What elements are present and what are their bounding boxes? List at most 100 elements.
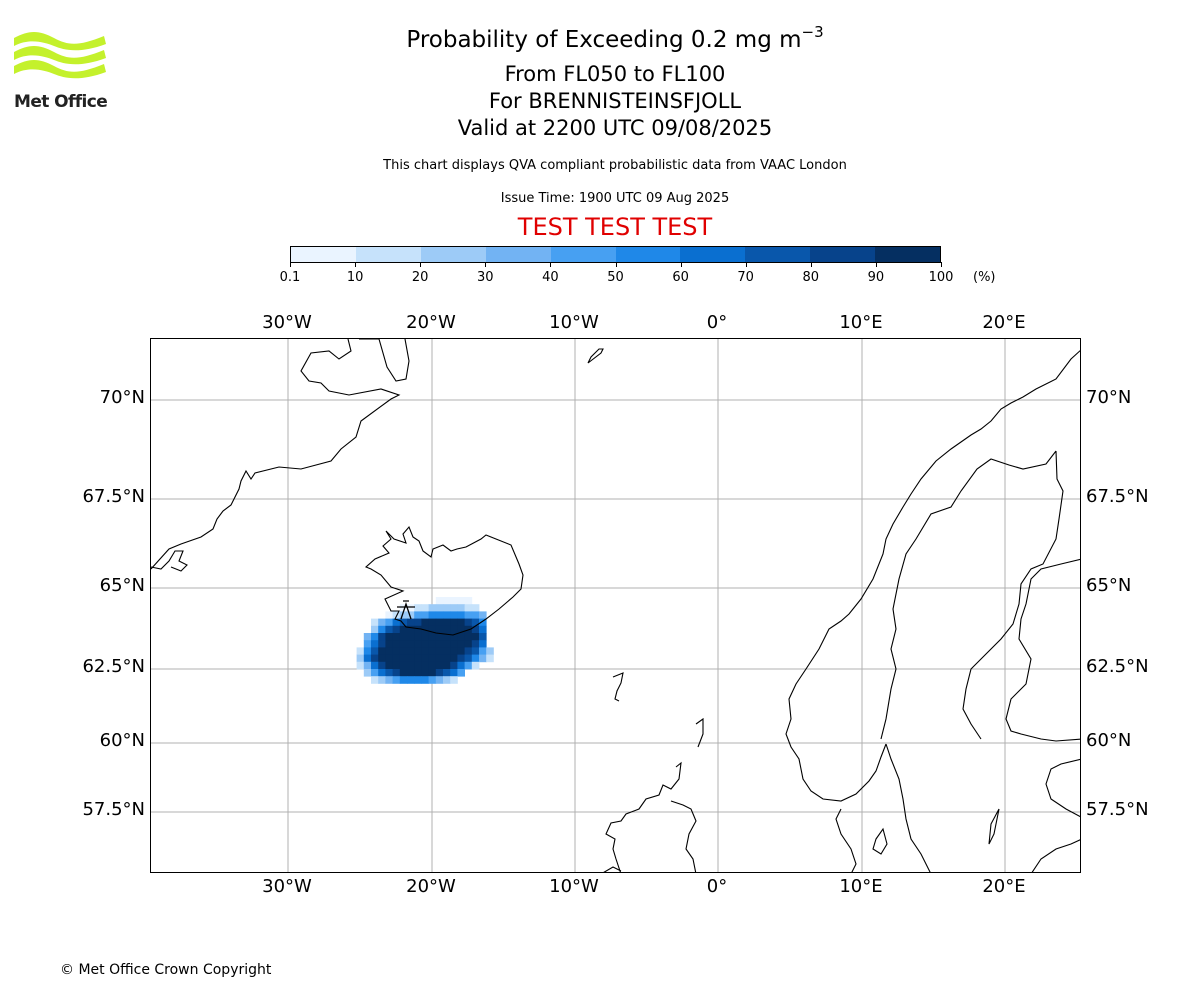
plume-cell: [371, 640, 379, 648]
colorbar-segment: [550, 247, 616, 262]
colorbar-segment: [355, 247, 421, 262]
plume-cell: [479, 611, 487, 619]
plume-cell: [356, 654, 365, 663]
plume-cell: [421, 661, 429, 670]
coastline-scotland-east: [670, 800, 697, 872]
plume-cell: [363, 640, 372, 648]
plume-cell: [428, 654, 437, 663]
plume-cell: [450, 647, 458, 655]
plume-cell: [435, 611, 444, 619]
probability-plume: [356, 597, 494, 684]
plume-cell: [450, 676, 458, 684]
title-superscript: −3: [801, 23, 824, 41]
plume-cell: [471, 618, 480, 627]
plume-cell: [407, 611, 415, 619]
coastline-baltic-bottom: [1031, 839, 1080, 872]
plume-cell: [486, 654, 494, 663]
coastlines: [151, 339, 1080, 872]
lat-label-right: 62.5°N: [1086, 656, 1149, 677]
lat-label-left: 67.5°N: [82, 486, 145, 507]
plume-cell: [399, 654, 408, 663]
colorbar-tick: [680, 262, 682, 267]
issue-time: Issue Time: 1900 UTC 09 Aug 2025: [500, 191, 730, 206]
plume-cell: [378, 676, 386, 684]
chart-description: This chart displays QVA compliant probab…: [383, 158, 847, 173]
plume-cell: [435, 647, 444, 655]
colorbar-tick: [615, 262, 617, 267]
volcano-name: For BRENNISTEINSFJOLL: [488, 89, 742, 113]
plume-cell: [378, 669, 386, 677]
plume-cell: [443, 661, 451, 670]
volcano-marker: [397, 600, 415, 620]
colorbar-segment: [875, 247, 941, 262]
plume-cell: [399, 669, 408, 677]
gridlines: [151, 339, 1080, 872]
colorbar-tick: [420, 262, 422, 267]
map-panel: [150, 338, 1081, 873]
colorbar-tick: [550, 262, 552, 267]
plume-cell: [471, 625, 480, 634]
lon-label-bottom: 30°W: [262, 876, 312, 897]
plume-cell: [435, 640, 444, 648]
coastline-scotland: [605, 761, 682, 872]
plume-cell: [443, 640, 451, 648]
plume-cell: [450, 604, 458, 612]
plume-cell: [392, 654, 401, 663]
plume-cell: [464, 618, 473, 627]
colorbar-tick: [941, 262, 942, 267]
plume-cell: [471, 633, 480, 641]
colorbar-segment: [680, 247, 746, 262]
plume-cell: [443, 654, 451, 663]
met-office-waves-icon: [14, 32, 106, 79]
plume-cell: [378, 654, 386, 663]
plume-cell: [464, 597, 473, 605]
plume-cell: [443, 647, 451, 655]
plume-cell: [435, 604, 444, 612]
lat-label-right: 67.5°N: [1086, 486, 1149, 507]
plume-cell: [385, 676, 393, 684]
plume-cell: [457, 597, 465, 605]
plume-cell: [399, 604, 408, 612]
plume-cell: [385, 633, 393, 641]
plume-cell: [435, 654, 444, 663]
plume-cell: [450, 618, 458, 627]
plume-cell: [414, 618, 422, 627]
colorbar-segment: [810, 247, 876, 262]
plume-cell: [428, 661, 437, 670]
colorbar-tick-label: 50: [607, 270, 624, 285]
plume-cell: [479, 625, 487, 634]
plume-cell: [479, 618, 487, 627]
plume-cell: [428, 640, 437, 648]
plume-cell: [378, 661, 386, 670]
lat-label-left: 70°N: [99, 387, 145, 408]
validity-time: Valid at 2200 UTC 09/08/2025: [457, 116, 773, 140]
colorbar-tick-label: 80: [802, 270, 820, 285]
plume-cell: [414, 604, 422, 612]
colorbar-tick-label: 30: [477, 270, 494, 285]
plume-cell: [428, 676, 437, 684]
plume-cell: [464, 661, 473, 670]
plume-cell: [457, 640, 465, 648]
met-office-logo-text: Met Office: [14, 92, 108, 112]
plume-cell: [363, 661, 372, 670]
plume-cell: [464, 640, 473, 648]
probability-colorbar: [290, 246, 941, 263]
colorbar-tick: [810, 262, 812, 267]
plume-cell: [471, 604, 480, 612]
coastline-shetland: [695, 717, 704, 748]
lon-label-top: 0°: [706, 312, 728, 333]
plume-cell: [443, 669, 451, 677]
plume-cell: [407, 669, 415, 677]
plume-cell: [363, 669, 372, 677]
plume-cell: [457, 625, 465, 634]
plume-cell: [464, 654, 473, 663]
coastline-finland-border: [962, 450, 1064, 740]
plume-cell: [435, 625, 444, 634]
plume-cell: [421, 654, 429, 663]
plume-cell: [450, 633, 458, 641]
lon-label-top: 30°W: [262, 312, 312, 333]
plume-cell: [407, 640, 415, 648]
plume-cell: [414, 625, 422, 634]
plume-cell: [421, 676, 429, 684]
lon-label-top: 20°E: [982, 312, 1026, 333]
